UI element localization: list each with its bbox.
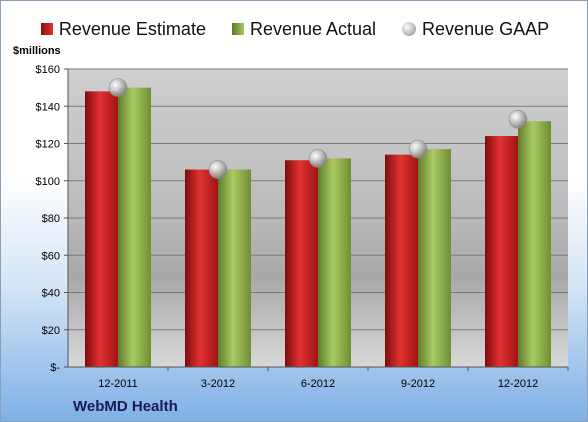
bar-revenue-actual bbox=[418, 149, 451, 367]
legend-item-actual: Revenue Actual bbox=[231, 18, 377, 40]
y-tick-label: $- bbox=[50, 362, 60, 374]
marker-revenue-gaap bbox=[108, 78, 128, 97]
bar-revenue-estimate bbox=[385, 154, 418, 367]
bar-revenue-actual bbox=[518, 121, 551, 368]
y-tick-label: $80 bbox=[42, 213, 60, 225]
marker-revenue-gaap bbox=[208, 160, 228, 179]
x-tick-label: 6-2012 bbox=[301, 378, 335, 390]
legend-item-gaap: Revenue GAAP bbox=[402, 19, 549, 40]
legend-swatch-estimate bbox=[40, 23, 53, 35]
y-tick-label: $140 bbox=[36, 101, 60, 113]
marker-revenue-gaap bbox=[308, 149, 328, 168]
chart-legend: Revenue Estimate Revenue Actual Revenue … bbox=[1, 17, 587, 41]
y-tick-label: $120 bbox=[36, 139, 60, 151]
x-tick-label: 3-2012 bbox=[201, 378, 235, 390]
marker-revenue-gaap bbox=[408, 139, 428, 159]
legend-marker-gaap bbox=[402, 22, 417, 36]
legend-label-gaap: Revenue GAAP bbox=[422, 18, 550, 39]
x-tick-label: 12-2011 bbox=[98, 378, 138, 390]
bar-revenue-actual bbox=[218, 169, 251, 367]
y-axis-label: $millions bbox=[13, 45, 61, 57]
y-tick-label: $40 bbox=[42, 288, 60, 300]
legend-label-actual: Revenue Actual bbox=[249, 18, 377, 39]
legend-swatch-actual bbox=[231, 23, 244, 35]
y-tick-label: $100 bbox=[36, 176, 60, 188]
bar-revenue-estimate bbox=[485, 136, 518, 367]
x-tick-label: 12-2012 bbox=[498, 378, 538, 390]
bar-revenue-estimate bbox=[185, 169, 218, 367]
company-name: WebMD Health bbox=[73, 398, 178, 415]
bar-revenue-actual bbox=[118, 87, 151, 367]
bar-revenue-estimate bbox=[285, 160, 318, 367]
y-tick-label: $60 bbox=[42, 250, 60, 262]
legend-label-estimate: Revenue Estimate bbox=[58, 18, 206, 39]
x-tick-label: 9-2012 bbox=[401, 378, 435, 390]
bar-revenue-estimate bbox=[85, 91, 118, 367]
marker-revenue-gaap bbox=[508, 109, 528, 129]
bar-revenue-actual bbox=[318, 158, 351, 367]
y-tick-label: $20 bbox=[42, 325, 60, 337]
legend-item-estimate: Revenue Estimate bbox=[40, 18, 206, 40]
y-tick-label: $160 bbox=[36, 64, 60, 76]
